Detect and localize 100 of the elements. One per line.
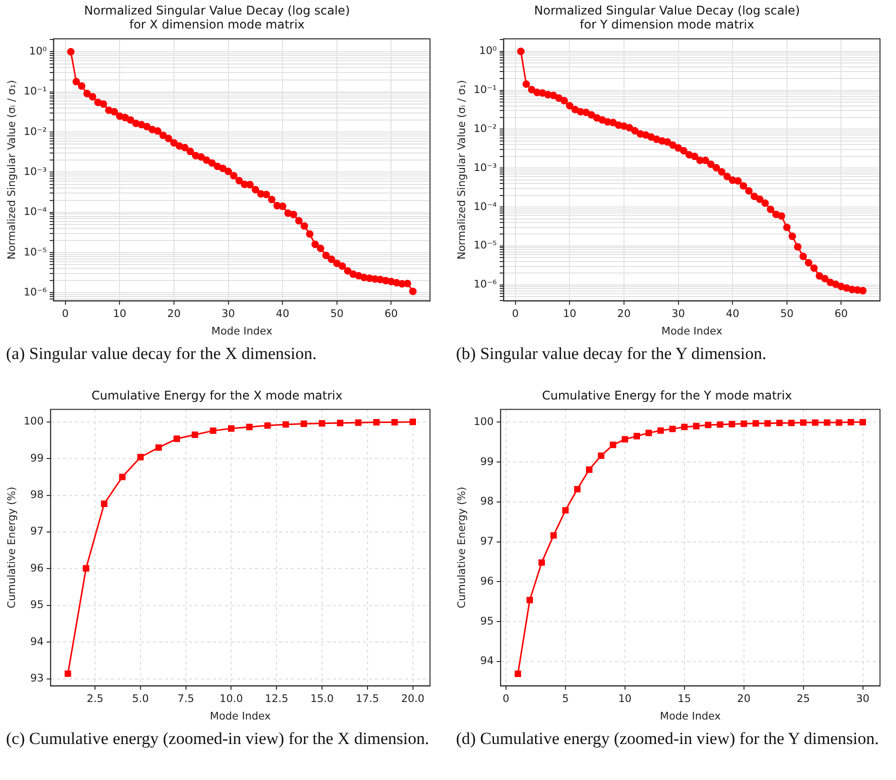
point xyxy=(800,419,807,426)
x-axis-title: Mode Index xyxy=(661,325,722,338)
point xyxy=(598,452,604,459)
x-tick-label: 50 xyxy=(330,308,344,320)
y-tick-label: 10⁻³ xyxy=(24,166,47,178)
y-tick-label: 10⁰ xyxy=(479,45,497,58)
x-tick-label: 60 xyxy=(384,308,398,320)
point xyxy=(64,670,72,677)
x-tick-label: 30 xyxy=(672,308,685,320)
chart-title: Cumulative Energy for the Y mode matrix xyxy=(542,388,792,402)
x-tick-label: 60 xyxy=(834,308,848,320)
point xyxy=(574,486,581,492)
x-axis-title: Mode Index xyxy=(211,325,272,338)
point xyxy=(391,419,398,426)
point xyxy=(550,532,557,539)
x-tick-label: 17.5 xyxy=(356,692,380,705)
y-tick-label: 100 xyxy=(474,416,494,428)
point xyxy=(410,418,416,426)
x-tick-label: 20 xyxy=(167,308,181,320)
point xyxy=(264,422,271,429)
x-axis-title: Mode Index xyxy=(660,710,721,722)
y-tick-label: 97 xyxy=(480,536,494,548)
point xyxy=(657,427,664,434)
point xyxy=(137,454,144,460)
point xyxy=(246,424,253,430)
y-tick-label: 99 xyxy=(30,452,44,464)
y-axis-title: Normalized Singular Value (σᵢ / σ₁) xyxy=(6,80,18,260)
y-tick-label: 10⁻⁵ xyxy=(24,246,47,258)
point xyxy=(210,427,216,434)
point xyxy=(681,424,688,430)
y-axis-title: Normalized Singular Value (σᵢ / σ₁) xyxy=(456,80,468,260)
x-tick-label: 5.0 xyxy=(132,692,149,705)
point xyxy=(228,425,234,432)
y-tick-label: 10⁻⁵ xyxy=(474,240,497,252)
x-tick-label: 30 xyxy=(856,692,870,705)
y-tick-label: 94 xyxy=(480,655,494,668)
y-tick-label: 98 xyxy=(480,496,494,508)
x-tick-label: 12.5 xyxy=(264,692,288,705)
y-tick-label: 93 xyxy=(30,672,44,685)
point xyxy=(562,507,569,514)
point xyxy=(704,422,712,428)
y-tick-label: 10⁻⁶ xyxy=(474,278,497,291)
point xyxy=(728,420,736,428)
x-tick-label: 10 xyxy=(112,308,126,320)
x-tick-label: 10 xyxy=(618,692,632,705)
point xyxy=(740,420,748,427)
y-tick-label: 10⁻² xyxy=(474,122,497,135)
chart-title: Cumulative Energy for the X mode matrix xyxy=(92,388,342,402)
y-tick-label: 10⁻² xyxy=(24,126,47,138)
point xyxy=(716,421,724,428)
text: (b) Singular value decay for the Y dimension. xyxy=(456,344,768,364)
point xyxy=(812,419,818,426)
x-tick-label: 0 xyxy=(502,692,510,705)
x-tick-label: 5 xyxy=(562,692,569,705)
y-tick-label: 98 xyxy=(30,489,44,502)
y-tick-label: 10⁻⁶ xyxy=(24,286,47,298)
x-tick-label: 15.0 xyxy=(310,692,334,705)
text: (d) Cumulative energy (zoomed-in view) for the Y dimension. xyxy=(456,729,880,749)
x-axis-title: Mode Index xyxy=(210,710,271,722)
point xyxy=(848,418,854,426)
x-tick-label: 10 xyxy=(562,308,576,320)
point xyxy=(82,565,90,572)
point xyxy=(788,420,795,426)
point xyxy=(300,420,308,427)
point xyxy=(622,436,628,443)
y-tick-label: 10⁻³ xyxy=(474,162,497,174)
point xyxy=(634,432,640,440)
point xyxy=(355,419,362,426)
y-axis-title: Cumulative Energy (%) xyxy=(456,486,468,608)
y-tick-label: 10⁰ xyxy=(29,45,47,58)
point xyxy=(373,419,380,426)
x-tick-label: 25 xyxy=(796,692,810,705)
point xyxy=(645,430,652,436)
point xyxy=(538,559,545,566)
x-tick-label: 50 xyxy=(780,308,794,320)
point xyxy=(764,420,771,427)
point xyxy=(336,420,344,426)
x-tick-label: 7.5 xyxy=(178,692,194,705)
point xyxy=(282,421,289,428)
point xyxy=(860,418,866,426)
y-tick-label: 94 xyxy=(30,636,44,648)
point xyxy=(155,444,162,451)
y-tick-label: 97 xyxy=(30,526,44,538)
y-tick-label: 10⁻¹ xyxy=(24,86,47,98)
point xyxy=(514,670,522,678)
x-tick-label: 20 xyxy=(737,692,751,705)
x-tick-label: 15 xyxy=(678,692,692,705)
point xyxy=(174,436,180,442)
point xyxy=(119,474,126,480)
y-tick-label: 96 xyxy=(30,562,44,574)
x-tick-label: 20 xyxy=(617,308,631,320)
point xyxy=(586,466,592,473)
y-tick-label: 95 xyxy=(30,599,44,612)
x-tick-label: 2.5 xyxy=(86,692,104,705)
chart-title: Normalized Singular Value Decay (log scale) for Y dimension mode matrix xyxy=(534,3,800,32)
x-tick-label: 0 xyxy=(512,308,519,320)
y-tick-label: 10⁻⁴ xyxy=(474,200,497,213)
point xyxy=(318,420,326,427)
y-tick-label: 96 xyxy=(480,575,494,588)
y-axis-title: Cumulative Energy (%) xyxy=(6,486,18,608)
